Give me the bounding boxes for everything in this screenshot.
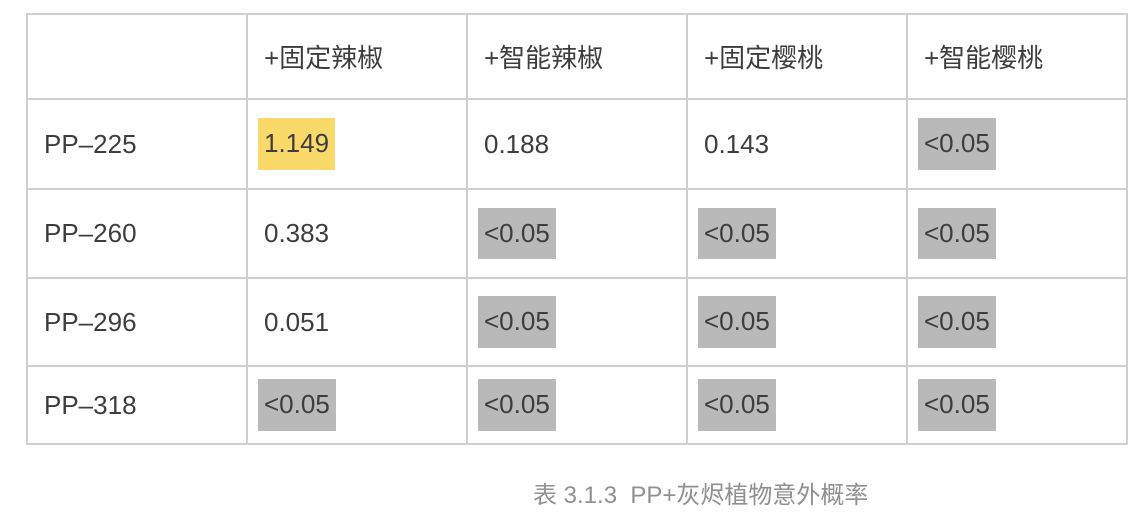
probability-table: +固定辣椒 +智能辣椒 +固定樱桃 +智能樱桃 PP–225 1.149 0.188 0.1… [26,13,1128,445]
table-header-row: +固定辣椒 +智能辣椒 +固定樱桃 +智能樱桃 [26,13,1128,100]
table-caption: 表 3.1.3 PP+灰烬植物意外概率 [533,482,869,509]
value-cell: 0.051 [246,277,468,367]
value-cell: 0.188 [466,98,688,190]
value-cell: <0.05 [686,277,908,367]
value-cell: <0.05 [906,365,1128,445]
gray-highlight: <0.05 [918,118,996,170]
gray-highlight: <0.05 [918,296,996,348]
gray-highlight: <0.05 [258,379,336,431]
table-row: PP–318 <0.05 <0.05 <0.05 <0.05 [26,365,1128,445]
gray-highlight: <0.05 [698,207,776,260]
yellow-highlight: 1.149 [258,118,336,170]
value-cell: <0.05 [466,188,688,279]
value-cell: 0.143 [686,98,908,190]
row-label: PP–225 [26,98,248,190]
value-cell: <0.05 [686,365,908,445]
column-header: +固定辣椒 [246,13,468,100]
table-row: PP–225 1.149 0.188 0.143 <0.05 [26,98,1128,190]
value-cell: <0.05 [906,98,1128,190]
gray-highlight: <0.05 [918,379,996,431]
gray-highlight: <0.05 [918,207,996,260]
gray-highlight: <0.05 [478,379,556,431]
table-row: PP–260 0.383 <0.05 <0.05 <0.05 [26,188,1128,279]
value-cell: <0.05 [686,188,908,279]
value-cell: <0.05 [246,365,468,445]
value-cell: <0.05 [906,188,1128,279]
row-label: PP–260 [26,188,248,279]
value-cell: <0.05 [466,277,688,367]
row-label: PP–296 [26,277,248,367]
table-row: PP–296 0.051 <0.05 <0.05 <0.05 [26,277,1128,367]
column-header: +固定樱桃 [686,13,908,100]
gray-highlight: <0.05 [698,379,776,431]
corner-cell [26,13,248,100]
value-cell: <0.05 [466,365,688,445]
value-cell: 1.149 [246,98,468,190]
column-header: +智能辣椒 [466,13,688,100]
gray-highlight: <0.05 [698,296,776,348]
gray-highlight: <0.05 [478,207,556,260]
row-label: PP–318 [26,365,248,445]
value-cell: 0.383 [246,188,468,279]
column-header: +智能樱桃 [906,13,1128,100]
value-cell: <0.05 [906,277,1128,367]
gray-highlight: <0.05 [478,296,556,348]
